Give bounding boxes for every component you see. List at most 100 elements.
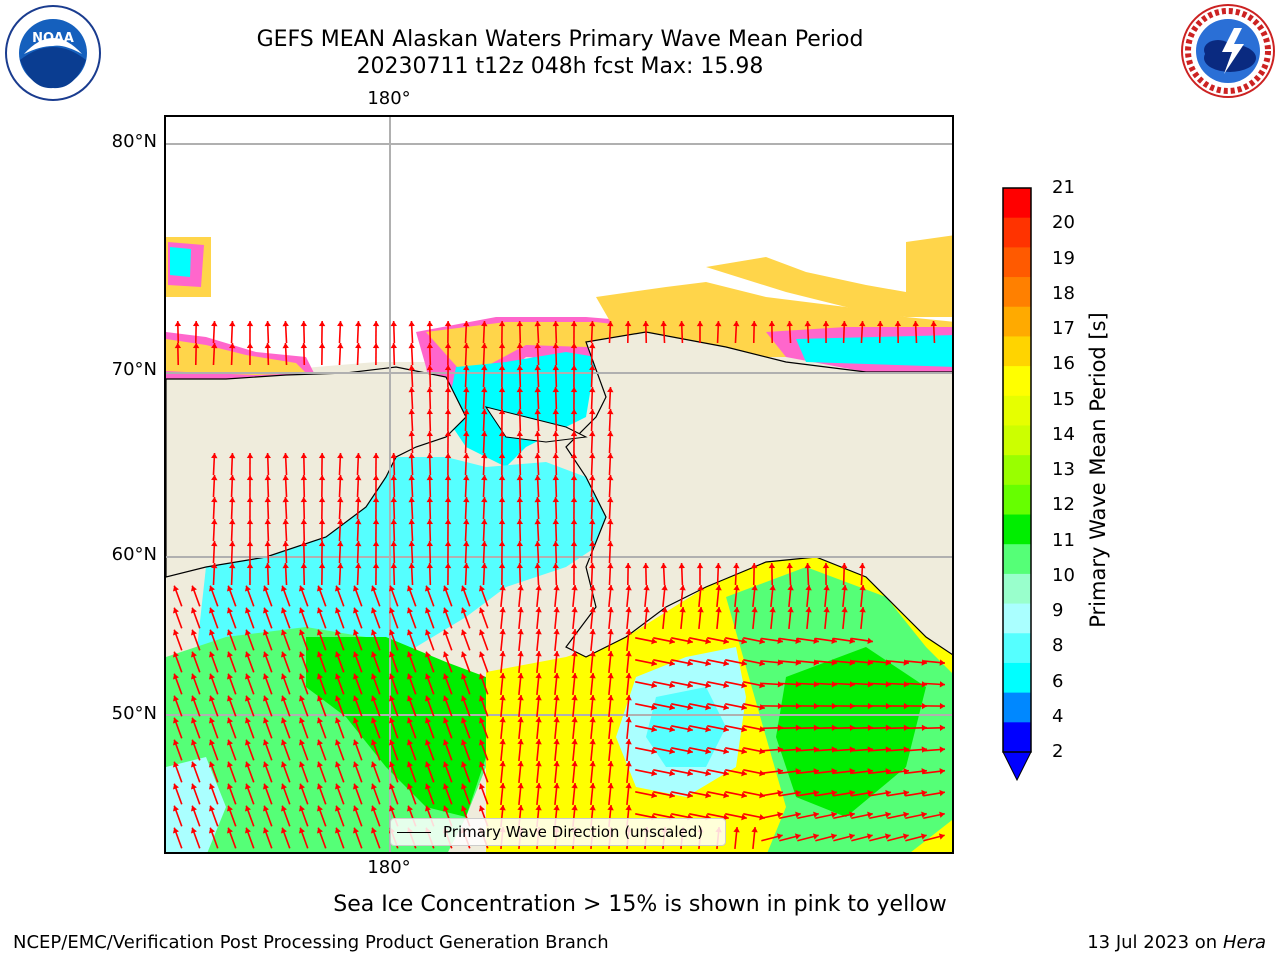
- wave-arrowhead: [463, 475, 470, 481]
- wave-arrowhead: [697, 607, 704, 613]
- wave-arrowhead: [651, 704, 657, 711]
- wave-arrowhead: [795, 659, 801, 666]
- wave-arrowhead: [408, 387, 415, 393]
- wave-arrowhead: [334, 739, 341, 746]
- wave-arrowhead: [460, 761, 467, 768]
- wave-arrowhead: [370, 783, 377, 790]
- wave-arrowhead: [316, 717, 323, 724]
- wave-arrowhead: [625, 717, 632, 723]
- nws-logo: [1178, 2, 1278, 100]
- wave-arrowhead: [460, 629, 467, 636]
- wave-arrowhead: [280, 783, 287, 790]
- wave-arrowhead: [553, 717, 560, 723]
- wave-arrowhead: [723, 726, 729, 733]
- wave-arrowhead: [460, 717, 467, 724]
- wave-arrowhead: [244, 607, 251, 614]
- wave-arrowhead: [370, 805, 377, 812]
- wave-arrowhead: [499, 607, 506, 613]
- wave-arrowhead: [571, 585, 578, 591]
- wave-arrowhead: [553, 651, 560, 657]
- wave-arrowhead: [352, 827, 359, 834]
- wave-arrowhead: [794, 833, 801, 840]
- colorbar-tick-label: 11: [1052, 529, 1075, 551]
- wave-arrowhead: [625, 673, 632, 679]
- wave-arrowhead: [226, 585, 233, 592]
- wave-arrowhead: [642, 321, 650, 327]
- wave-arrowhead: [280, 761, 287, 768]
- wave-arrowhead: [499, 761, 506, 767]
- colorbar-segment: [1003, 722, 1031, 753]
- wave-arrowhead: [795, 768, 801, 775]
- colorbar-tick-label: 2: [1052, 741, 1064, 762]
- wave-arrowhead: [355, 453, 362, 459]
- wave-arrowhead: [370, 717, 377, 724]
- wave-arrowhead: [406, 805, 413, 812]
- wave-arrowhead: [424, 651, 431, 658]
- colorbar-tick-label: 18: [1052, 282, 1075, 304]
- wave-arrowhead: [571, 651, 578, 657]
- map-legend: Primary Wave Direction (unscaled): [390, 818, 726, 846]
- wave-arrowhead: [571, 739, 578, 745]
- wave-arrowhead: [535, 761, 542, 767]
- wave-arrowhead: [687, 748, 693, 755]
- wave-arrowhead: [282, 541, 289, 547]
- wave-arrowhead: [535, 651, 542, 657]
- wave-arrowhead: [264, 343, 271, 349]
- wave-arrowhead: [334, 651, 341, 658]
- wave-arrowhead: [424, 585, 431, 592]
- wave-arrowhead: [246, 321, 254, 327]
- colorbar-tick-label: 20: [1052, 212, 1075, 234]
- wave-arrowhead: [318, 475, 326, 481]
- lon-label-bottom: 180°: [367, 857, 411, 878]
- wave-arrowhead: [930, 321, 937, 327]
- wave-arrowhead: [535, 783, 542, 789]
- colorbar-border: [1002, 187, 1032, 753]
- wave-arrowhead: [921, 789, 927, 797]
- wave-arrowhead: [370, 629, 377, 636]
- wave-arrowhead: [498, 563, 506, 569]
- wave-arrowhead: [535, 695, 542, 701]
- wave-arrowhead: [442, 783, 449, 790]
- colorbar-tick-label: 9: [1052, 600, 1064, 621]
- wave-arrowhead: [226, 629, 233, 636]
- wave-arrowhead: [921, 659, 927, 666]
- wave-arrowhead: [831, 768, 837, 775]
- wave-arrowhead: [442, 695, 449, 702]
- wave-arrowhead: [370, 739, 377, 746]
- sea-ice-caption: Sea Ice Concentration > 15% is shown in …: [333, 892, 947, 917]
- wave-arrowhead: [516, 431, 524, 437]
- wave-arrowhead: [262, 673, 269, 680]
- wave-arrowhead: [388, 761, 395, 768]
- wave-arrowhead: [355, 343, 362, 349]
- wave-arrowhead: [408, 321, 415, 327]
- wave-arrowhead: [607, 761, 614, 767]
- wave-arrowhead: [499, 673, 506, 679]
- wave-arrowhead: [463, 343, 470, 349]
- wave-arrowhead: [192, 343, 200, 349]
- wave-arrowhead: [264, 563, 271, 569]
- wave-arrowhead: [813, 637, 819, 645]
- wave-arrowhead: [426, 409, 434, 415]
- wave-arrowhead: [804, 321, 811, 327]
- wave-arrowhead: [570, 365, 578, 371]
- wave-arrowhead: [352, 651, 359, 658]
- wave-arrowhead: [535, 673, 542, 679]
- wave-arrowhead: [229, 475, 236, 481]
- wave-arrowhead: [921, 811, 927, 818]
- wave-arrowhead: [795, 811, 801, 818]
- wave-arrowhead: [229, 519, 236, 525]
- wave-arrowhead: [696, 321, 704, 327]
- wave-arrowhead: [298, 695, 305, 702]
- wave-arrowhead: [316, 739, 323, 746]
- wave-arrowhead: [777, 768, 783, 775]
- colorbar-segment: [1003, 484, 1031, 516]
- wave-arrowhead: [300, 321, 308, 327]
- wave-arrowhead: [831, 789, 837, 797]
- wave-arrowhead: [316, 585, 323, 592]
- wave-arrowhead: [651, 792, 657, 799]
- wave-arrowhead: [570, 475, 578, 481]
- wave-arrowhead: [244, 673, 251, 680]
- wave-arrowhead: [705, 682, 711, 689]
- wave-arrowhead: [282, 497, 289, 503]
- wave-arrowhead: [498, 453, 506, 459]
